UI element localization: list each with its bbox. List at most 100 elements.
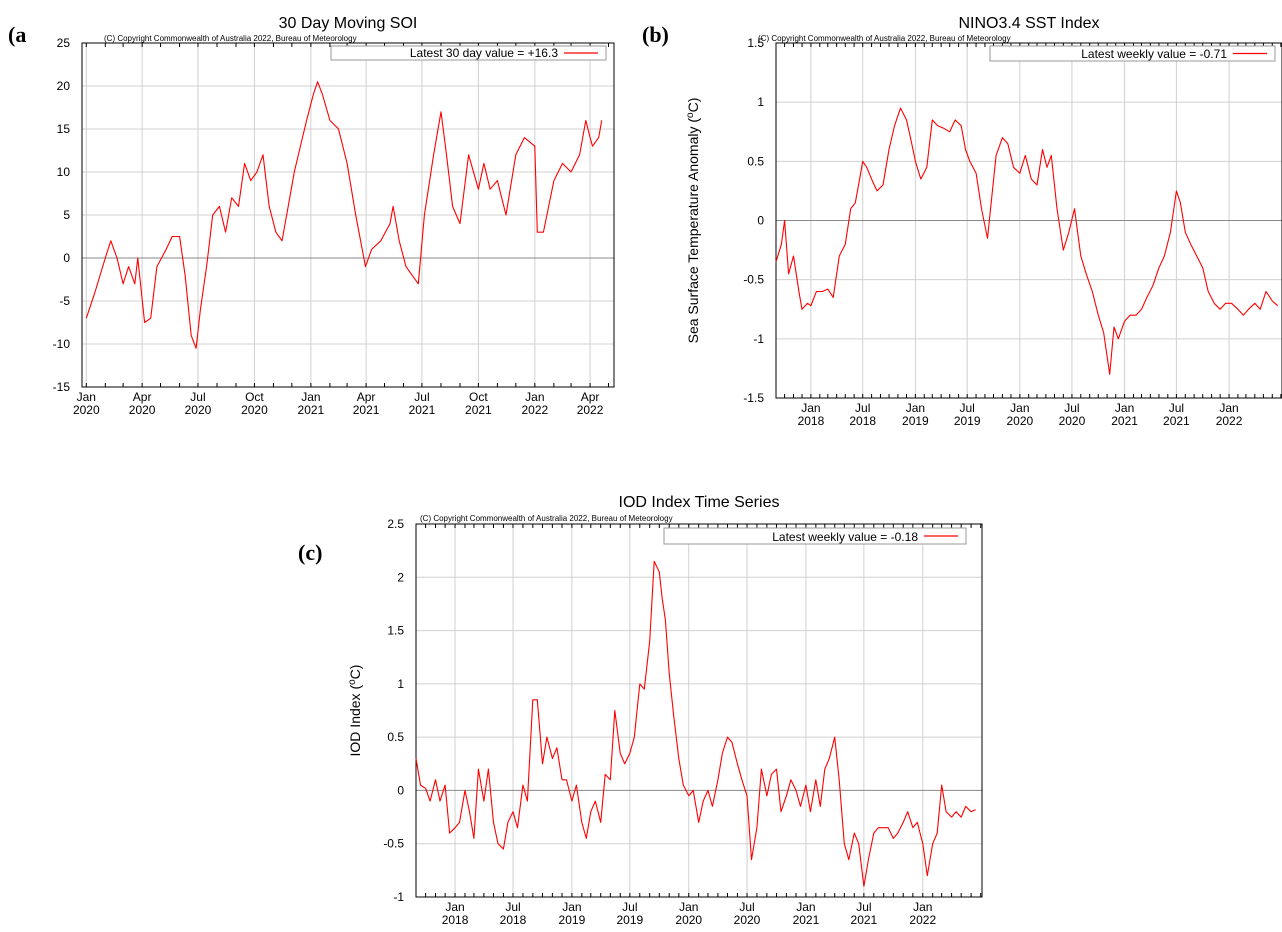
x-tick-label-year: 2022 bbox=[1216, 414, 1243, 428]
x-tick-label-year: 2022 bbox=[577, 403, 604, 417]
y-tick-label: 0.5 bbox=[747, 154, 764, 168]
x-tick-label-year: 2020 bbox=[734, 913, 761, 927]
plot-frame bbox=[775, 42, 1282, 399]
y-tick-label: 1.5 bbox=[747, 36, 764, 50]
legend-label: Latest weekly value = -0.71 bbox=[1081, 47, 1227, 61]
x-tick-label-year: 2020 bbox=[1006, 414, 1033, 428]
x-tick-label-year: 2022 bbox=[909, 913, 936, 927]
y-tick-label: 0 bbox=[63, 251, 70, 265]
chart-panel-0: Jan2020Apr2020Jul2020Oct2020Jan2021Apr20… bbox=[8, 15, 615, 417]
x-tick-label-year: 2021 bbox=[409, 403, 436, 417]
x-tick-label-year: 2020 bbox=[129, 403, 156, 417]
copyright-notice: (C) Copyright Commonwealth of Australia … bbox=[758, 34, 1011, 43]
x-tick-label: Oct bbox=[245, 390, 264, 404]
copyright-notice: (C) Copyright Commonwealth of Australia … bbox=[420, 514, 673, 523]
x-tick-label: Jul bbox=[856, 900, 871, 914]
y-tick-label: -1 bbox=[393, 890, 404, 904]
y-tick-label: 25 bbox=[57, 36, 71, 50]
y-tick-label: 0 bbox=[397, 783, 404, 797]
legend-box bbox=[663, 527, 967, 545]
y-tick-label: -1.5 bbox=[743, 391, 764, 405]
chart-title: 30 Day Moving SOI bbox=[279, 15, 418, 32]
series-line bbox=[415, 560, 976, 887]
x-tick-label-year: 2021 bbox=[793, 913, 820, 927]
x-tick-label: Jan bbox=[562, 900, 581, 914]
x-tick-label-year: 2020 bbox=[185, 403, 212, 417]
series-line bbox=[85, 81, 603, 349]
x-tick-label: Jul bbox=[622, 900, 637, 914]
y-tick-label: -0.5 bbox=[383, 837, 404, 851]
y-tick-label: -1 bbox=[753, 332, 764, 346]
x-tick-label-year: 2022 bbox=[521, 403, 548, 417]
x-tick-label: Jan bbox=[1115, 401, 1134, 415]
legend-label: Latest weekly value = -0.18 bbox=[772, 530, 918, 544]
chart-panel-1: Jan2018Jul2018Jan2019Jul2019Jan2020Jul20… bbox=[642, 15, 1282, 428]
x-tick-label: Jan bbox=[301, 390, 320, 404]
x-tick-label: Jul bbox=[855, 401, 870, 415]
chart-title: IOD Index Time Series bbox=[619, 494, 780, 511]
x-tick-label: Jul bbox=[190, 390, 205, 404]
x-tick-label: Jan bbox=[796, 900, 815, 914]
y-tick-label: 2 bbox=[397, 570, 404, 584]
plot-frame bbox=[415, 523, 983, 898]
y-tick-label: -15 bbox=[53, 380, 71, 394]
x-tick-label-year: 2018 bbox=[849, 414, 876, 428]
x-tick-label-year: 2021 bbox=[1111, 414, 1138, 428]
x-tick-label: Jul bbox=[1064, 401, 1079, 415]
x-tick-label: Jul bbox=[960, 401, 975, 415]
y-tick-label: 15 bbox=[57, 122, 71, 136]
x-tick-label-year: 2020 bbox=[241, 403, 268, 417]
y-tick-label: 5 bbox=[63, 208, 70, 222]
y-tick-label: 2.5 bbox=[387, 517, 404, 531]
series-line bbox=[775, 107, 1279, 375]
legend-box bbox=[330, 45, 607, 61]
y-tick-label: -10 bbox=[53, 337, 71, 351]
y-tick-label: 1.5 bbox=[387, 624, 404, 638]
y-tick-label: 20 bbox=[57, 79, 71, 93]
x-tick-label-year: 2019 bbox=[559, 913, 586, 927]
plot-frame bbox=[81, 42, 615, 388]
x-tick-label-year: 2019 bbox=[954, 414, 981, 428]
x-tick-label-year: 2020 bbox=[675, 913, 702, 927]
y-tick-label: -0.5 bbox=[743, 273, 764, 287]
x-tick-label: Jan bbox=[801, 401, 820, 415]
x-tick-label: Jan bbox=[906, 401, 925, 415]
x-tick-label: Apr bbox=[357, 390, 376, 404]
y-tick-label: 1 bbox=[397, 677, 404, 691]
x-tick-label-year: 2019 bbox=[902, 414, 929, 428]
x-tick-label-year: 2021 bbox=[1163, 414, 1190, 428]
x-tick-label: Apr bbox=[581, 390, 600, 404]
y-tick-label: 10 bbox=[57, 165, 71, 179]
y-axis-label: Sea Surface Temperature Anomaly (oC) bbox=[685, 98, 702, 344]
chart-panel-2: Jan2018Jul2018Jan2019Jul2019Jan2020Jul20… bbox=[298, 494, 983, 927]
x-tick-label: Jul bbox=[739, 900, 754, 914]
x-tick-label: Jan bbox=[77, 390, 96, 404]
panel-label: (c) bbox=[298, 540, 322, 565]
x-tick-label: Jan bbox=[445, 900, 464, 914]
x-tick-label: Jul bbox=[1169, 401, 1184, 415]
x-tick-label-year: 2021 bbox=[465, 403, 492, 417]
x-tick-label: Jan bbox=[525, 390, 544, 404]
y-tick-label: -5 bbox=[59, 294, 70, 308]
x-tick-label: Apr bbox=[133, 390, 152, 404]
y-axis-label: IOD Index (oC) bbox=[347, 665, 364, 757]
x-tick-label-year: 2021 bbox=[851, 913, 878, 927]
legend-box bbox=[989, 45, 1276, 62]
chart-title: NINO3.4 SST Index bbox=[958, 15, 1099, 32]
panel-label: (b) bbox=[642, 22, 669, 47]
x-tick-label-year: 2020 bbox=[73, 403, 100, 417]
x-tick-label-year: 2021 bbox=[298, 403, 325, 417]
x-tick-label-year: 2018 bbox=[500, 913, 527, 927]
x-tick-label: Jan bbox=[1219, 401, 1238, 415]
y-tick-label: 0.5 bbox=[387, 730, 404, 744]
x-tick-label: Jan bbox=[679, 900, 698, 914]
x-tick-label-year: 2021 bbox=[353, 403, 380, 417]
y-tick-label: 0 bbox=[757, 214, 764, 228]
copyright-notice: (C) Copyright Commonwealth of Australia … bbox=[104, 34, 357, 43]
x-tick-label: Jul bbox=[505, 900, 520, 914]
x-tick-label: Jan bbox=[913, 900, 932, 914]
legend-label: Latest 30 day value = +16.3 bbox=[410, 46, 558, 60]
x-tick-label: Jul bbox=[414, 390, 429, 404]
y-tick-label: 1 bbox=[757, 95, 764, 109]
